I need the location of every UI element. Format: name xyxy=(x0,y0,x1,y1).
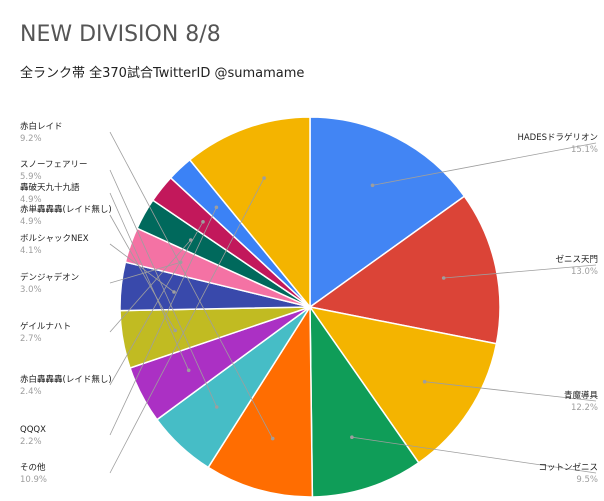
slice-3-percent: 12.2% xyxy=(571,403,598,413)
slice-10-label: デンジャデオン xyxy=(20,272,79,283)
slice-13-percent: 2.2% xyxy=(20,437,42,447)
slice-12-label: 赤白轟轟轟(レイド無し) xyxy=(20,374,112,385)
slice-8-percent: 4.9% xyxy=(20,217,42,227)
slice-9-percent: 4.1% xyxy=(20,246,42,256)
slice-6-label: スノーフェアリー xyxy=(20,160,88,170)
slice-4-label: コットンゼニス xyxy=(538,462,598,473)
slice-5-label: 赤白レイド xyxy=(20,121,63,132)
slice-14-label: その他 xyxy=(20,462,46,473)
slice-9-label: ボルシャックNEX xyxy=(20,234,89,244)
slice-7-percent: 4.9% xyxy=(20,195,42,205)
slice-1-label: HADESドラゲリオン xyxy=(517,132,598,143)
slice-12-percent: 2.4% xyxy=(20,387,42,397)
slice-2-percent: 13.0% xyxy=(571,267,598,277)
slice-11-label: ゲイルナハト xyxy=(20,321,71,332)
slice-5-percent: 9.2% xyxy=(20,134,42,144)
slice-7-label: 轟破天九十九語 xyxy=(20,182,80,193)
slice-1-percent: 15.1% xyxy=(571,145,598,155)
slice-10-percent: 3.0% xyxy=(20,285,42,295)
slice-4-percent: 9.5% xyxy=(576,475,598,485)
slice-3-label: 青魔導具 xyxy=(564,390,599,401)
slice-13-label: QQQX xyxy=(20,425,46,435)
slice-8-label: 赤単轟轟轟(レイド無し) xyxy=(20,204,112,215)
slice-11-percent: 2.7% xyxy=(20,334,42,344)
slice-2-label: ゼニス天門 xyxy=(555,254,598,265)
slice-6-percent: 5.9% xyxy=(20,172,42,182)
slice-14-leader-dot xyxy=(262,176,266,180)
slice-14-percent: 10.9% xyxy=(20,475,47,485)
slice-5-leader-dot xyxy=(271,437,275,441)
